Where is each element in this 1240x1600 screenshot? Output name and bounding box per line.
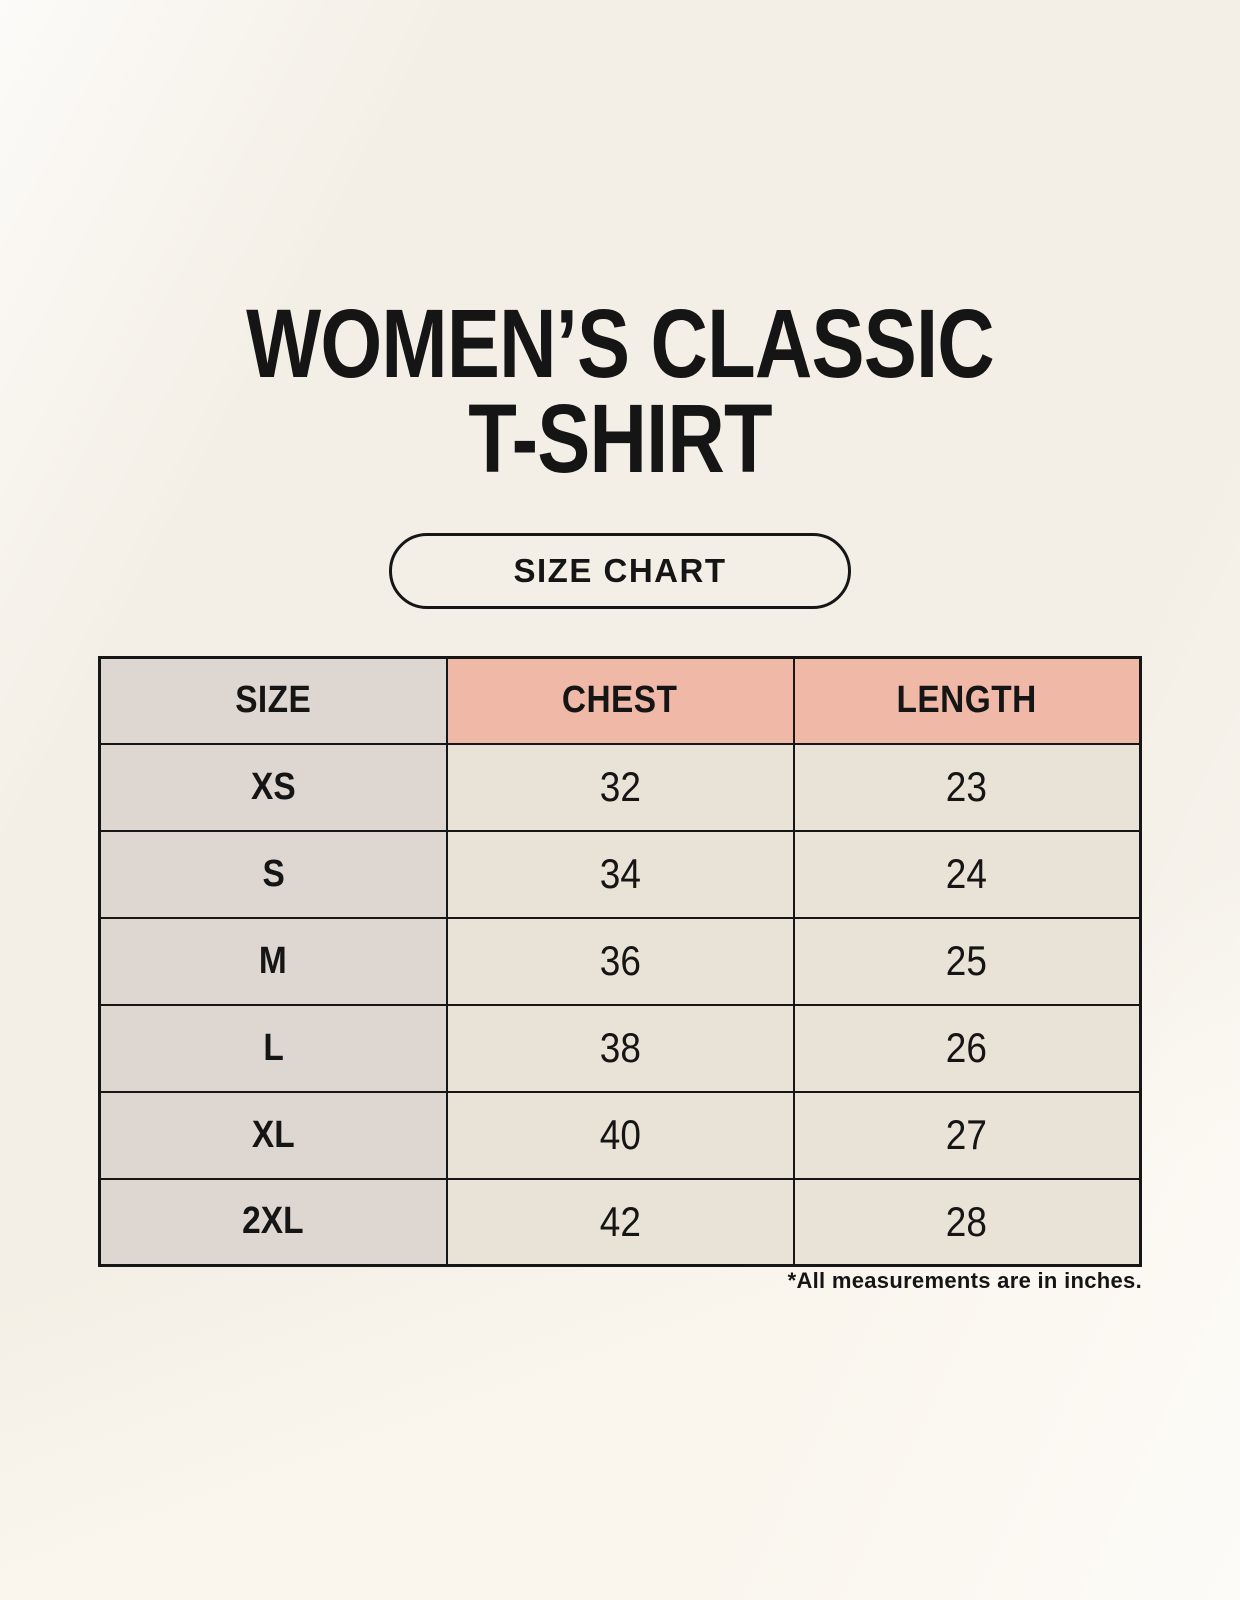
size-label: M [259,939,288,982]
page-title-line2: T-SHIRT [468,384,772,494]
size-table-body: XS 32 23 S 34 24 M 36 25 L 38 26 XL 40 [98,742,1142,1267]
cell-size: XS [98,742,448,832]
cell-length: 23 [792,742,1142,832]
cell-size: XL [98,1090,448,1180]
cell-chest: 40 [445,1090,795,1180]
cell-length: 28 [792,1177,1142,1267]
cell-size: M [98,916,448,1006]
cell-length: 24 [792,829,1142,919]
column-header-chest-label: CHEST [562,679,678,722]
cell-chest: 38 [445,1003,795,1093]
chest-value: 38 [599,1024,641,1071]
length-value: 25 [946,937,988,984]
table-row-s: S 34 24 [98,829,1142,919]
table-row-2xl: 2XL 42 28 [98,1177,1142,1267]
size-label: S [262,852,285,895]
size-chart-button[interactable]: SIZE CHART [389,533,851,609]
length-value: 27 [946,1111,988,1158]
chest-value: 36 [599,937,641,984]
size-table: SIZE CHEST LENGTH XS 32 23 S 34 24 M 36 … [98,656,1142,1267]
size-table-header: SIZE CHEST LENGTH [98,656,1142,745]
cell-size: S [98,829,448,919]
size-label: L [263,1026,284,1069]
chest-value: 34 [599,850,641,897]
column-header-length-label: LENGTH [896,679,1037,722]
cell-size: 2XL [98,1177,448,1267]
size-label: XL [251,1113,295,1156]
chest-value: 42 [599,1197,641,1245]
measurements-footnote: *All measurements are in inches. [787,1268,1142,1293]
cell-chest: 42 [445,1177,795,1267]
table-row-xs: XS 32 23 [98,742,1142,832]
page-title-line1: WOMEN’S CLASSIC [246,289,995,398]
column-header-chest: CHEST [445,656,795,745]
size-label: XS [250,765,296,808]
table-header-row: SIZE CHEST LENGTH [98,656,1142,745]
cell-size: L [98,1003,448,1093]
table-row-m: M 36 25 [98,916,1142,1006]
chest-value: 32 [599,763,641,810]
size-chart-button-label: SIZE CHART [513,552,727,589]
table-row-xl: XL 40 27 [98,1090,1142,1180]
column-header-length: LENGTH [792,656,1142,745]
cell-length: 26 [792,1003,1142,1093]
length-value: 24 [946,850,988,897]
length-value: 28 [946,1197,988,1245]
cell-length: 25 [792,916,1142,1006]
cell-chest: 32 [445,742,795,832]
length-value: 26 [946,1024,988,1071]
length-value: 23 [946,763,988,810]
column-header-size: SIZE [98,656,448,745]
table-row-l: L 38 26 [98,1003,1142,1093]
chest-value: 40 [599,1111,641,1158]
size-label: 2XL [242,1200,304,1243]
cell-length: 27 [792,1090,1142,1180]
cell-chest: 36 [445,916,795,1006]
page-title: WOMEN’S CLASSIC T-SHIRT [112,295,1129,487]
cell-chest: 34 [445,829,795,919]
column-header-size-label: SIZE [235,679,312,722]
